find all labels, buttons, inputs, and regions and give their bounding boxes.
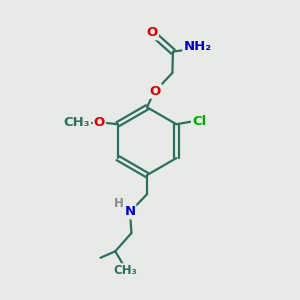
Text: H: H <box>114 197 124 210</box>
Text: O: O <box>147 26 158 39</box>
Text: O: O <box>94 116 105 129</box>
Text: N: N <box>124 205 136 218</box>
Text: NH₂: NH₂ <box>183 40 211 53</box>
Text: Cl: Cl <box>192 115 206 128</box>
Text: O: O <box>150 85 161 98</box>
Text: CH₃: CH₃ <box>64 116 90 129</box>
Text: CH₃: CH₃ <box>114 264 137 277</box>
